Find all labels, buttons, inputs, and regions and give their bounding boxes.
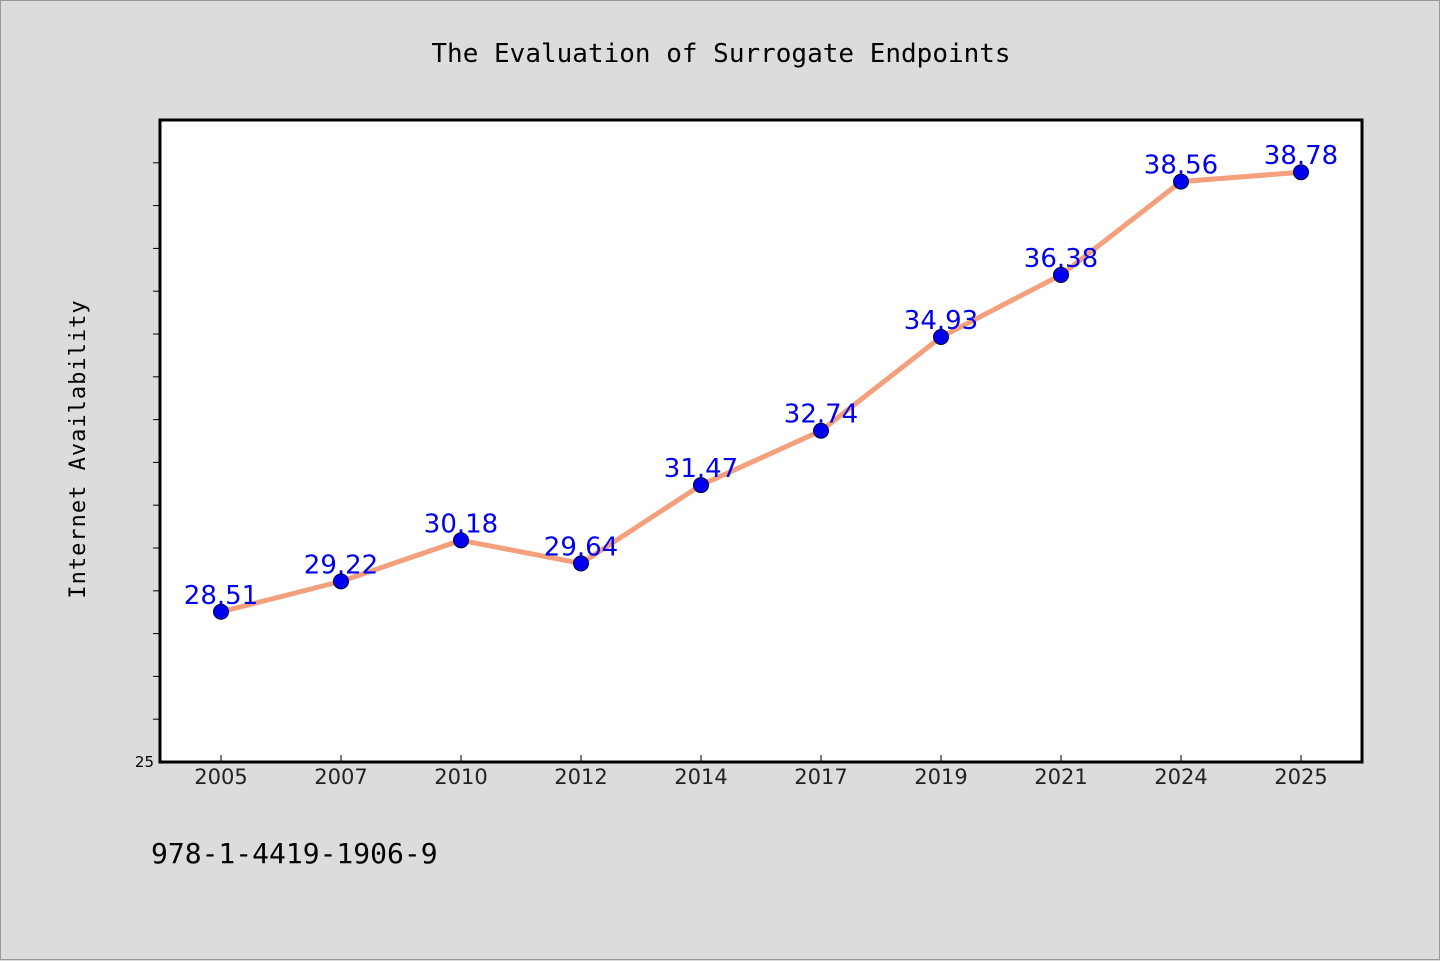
data-point bbox=[693, 477, 709, 494]
data-point bbox=[453, 532, 469, 549]
isbn-text: 978-1-4419-1906-9 bbox=[151, 837, 438, 870]
data-point bbox=[933, 328, 949, 345]
series-polyline bbox=[218, 169, 1304, 615]
data-label: 30.18 bbox=[424, 509, 498, 539]
data-point bbox=[213, 603, 229, 620]
plot-area bbox=[158, 118, 1364, 764]
x-axis-ticks: 2005 2007 2010 2012 2014 2017 2019 2021 2024 2025 bbox=[194, 755, 1328, 789]
y-axis-ticks: 25 bbox=[135, 162, 160, 771]
data-point bbox=[813, 422, 829, 439]
x-tick-label: 2014 bbox=[674, 765, 727, 789]
data-label: 38.78 bbox=[1264, 141, 1338, 171]
x-tick-label: 2005 bbox=[194, 765, 247, 789]
x-tick-label: 2010 bbox=[434, 765, 487, 789]
y-axis-label: Internet Availability bbox=[66, 299, 91, 598]
series-markers bbox=[213, 164, 1309, 620]
data-point bbox=[333, 573, 349, 590]
data-label: 34.93 bbox=[904, 306, 978, 336]
x-tick-label: 2012 bbox=[554, 765, 607, 789]
data-point bbox=[1173, 173, 1189, 190]
data-label: 38.56 bbox=[1144, 151, 1218, 181]
series-line bbox=[218, 169, 1304, 615]
data-label: 28.51 bbox=[184, 581, 258, 611]
data-point bbox=[1053, 266, 1069, 283]
chart-title: The Evaluation of Surrogate Endpoints bbox=[431, 39, 1010, 69]
data-point bbox=[573, 555, 589, 572]
x-tick-label: 2017 bbox=[794, 765, 847, 789]
x-tick-label: 2019 bbox=[914, 765, 967, 789]
y-tick-label: 25 bbox=[135, 753, 154, 771]
data-label: 32.74 bbox=[784, 400, 858, 430]
x-tick-label: 2024 bbox=[1154, 765, 1207, 789]
data-label: 31.47 bbox=[664, 454, 738, 484]
x-tick-label: 2025 bbox=[1274, 765, 1327, 789]
data-label: 36.38 bbox=[1024, 244, 1098, 274]
data-point bbox=[1293, 164, 1309, 181]
x-tick-label: 2021 bbox=[1034, 765, 1087, 789]
x-tick-label: 2007 bbox=[314, 765, 367, 789]
data-label: 29.64 bbox=[544, 532, 618, 562]
data-labels: 28.51 29.22 30.18 29.64 31.47 32.74 34.93 36.38… bbox=[184, 141, 1338, 611]
data-label: 29.22 bbox=[304, 550, 378, 580]
